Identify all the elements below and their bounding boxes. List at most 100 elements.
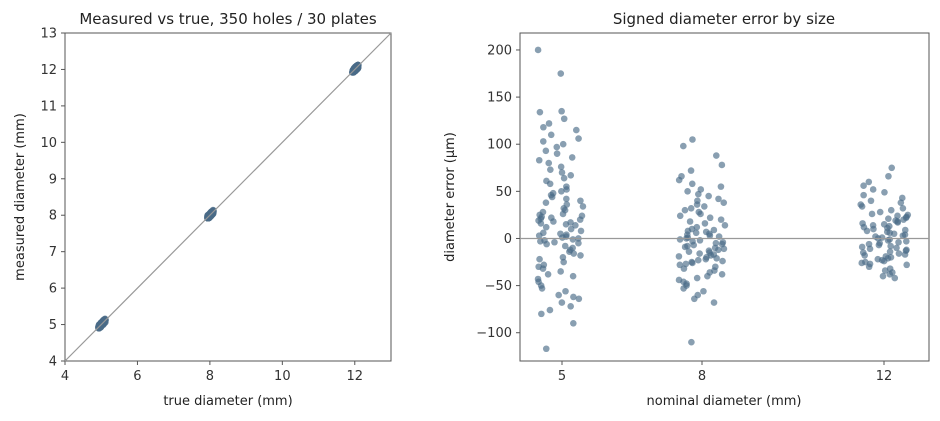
chart1-y-tick-label: 8 bbox=[49, 209, 57, 224]
chart2-point bbox=[686, 218, 694, 225]
chart2-point bbox=[540, 123, 547, 131]
chart2-y-label: diameter error (µm) bbox=[443, 132, 458, 262]
chart2-point bbox=[562, 221, 570, 228]
chart2-point bbox=[579, 203, 587, 210]
chart2-point bbox=[560, 115, 568, 123]
chart2-point bbox=[887, 206, 895, 214]
chart2-point bbox=[691, 295, 698, 303]
chart2-point bbox=[562, 287, 569, 295]
chart2-point bbox=[676, 236, 684, 243]
chart2-point bbox=[687, 167, 695, 174]
chart2-point bbox=[888, 164, 896, 172]
chart2-point bbox=[535, 232, 543, 239]
chart2-point bbox=[868, 210, 876, 218]
chart2-point bbox=[576, 216, 584, 223]
chart2-point bbox=[710, 299, 718, 306]
chart2-point bbox=[560, 174, 568, 182]
chart2-point bbox=[570, 293, 577, 301]
chart-measured-vs-true: Measured vs true, 350 holes / 30 plates … bbox=[13, 10, 392, 409]
chart2-point bbox=[858, 203, 866, 210]
chart2-point bbox=[692, 229, 700, 237]
chart2-point bbox=[890, 230, 898, 238]
chart2-point bbox=[715, 195, 722, 203]
chart2-point bbox=[858, 259, 866, 267]
chart2-point bbox=[867, 197, 875, 205]
chart2-point bbox=[713, 152, 720, 159]
chart2-point bbox=[559, 210, 567, 218]
chart2-point bbox=[555, 291, 562, 299]
chart1-y-ticks: 4 5 6 7 8 9 10 11 12 13 bbox=[40, 27, 65, 370]
chart2-point bbox=[675, 176, 683, 184]
chart2-point bbox=[567, 172, 575, 179]
chart2-points bbox=[534, 46, 912, 353]
chart2-point bbox=[897, 199, 905, 206]
chart2-point bbox=[538, 310, 545, 318]
chart2-point bbox=[688, 180, 696, 188]
chart2-point bbox=[680, 265, 688, 272]
chart2-point bbox=[547, 131, 555, 139]
chart2-point bbox=[902, 237, 910, 245]
chart1-y-tick-label: 13 bbox=[40, 27, 57, 42]
chart2-point bbox=[539, 265, 547, 272]
chart2-point bbox=[694, 256, 702, 264]
chart2-point bbox=[542, 147, 550, 155]
chart2-point bbox=[717, 183, 725, 190]
chart2-point bbox=[689, 259, 696, 267]
chart2-point bbox=[569, 272, 577, 280]
chart2-frame bbox=[519, 32, 930, 362]
chart2-point bbox=[700, 287, 707, 295]
chart2-point bbox=[718, 270, 726, 278]
chart2-point bbox=[567, 225, 575, 233]
chart2-point bbox=[715, 246, 722, 254]
chart2-point bbox=[697, 210, 704, 218]
chart2-point bbox=[546, 180, 554, 188]
chart1-point bbox=[354, 65, 362, 72]
chart2-point bbox=[558, 169, 566, 176]
chart2-point bbox=[858, 243, 866, 251]
chart1-x-tick-label: 6 bbox=[133, 369, 141, 384]
chart2-point bbox=[702, 255, 710, 263]
chart2-point bbox=[865, 263, 873, 271]
chart2-x-ticks: 5 8 12 bbox=[558, 361, 892, 384]
chart2-point bbox=[573, 126, 580, 134]
chart2-x-tick-label: 5 bbox=[558, 369, 566, 384]
chart2-point bbox=[870, 225, 877, 233]
chart2-point bbox=[575, 239, 582, 247]
chart2-point bbox=[561, 242, 569, 250]
chart2-point bbox=[886, 270, 894, 278]
chart2-point bbox=[886, 248, 894, 255]
chart1-identity-line bbox=[64, 32, 392, 362]
chart2-point bbox=[720, 245, 728, 253]
chart2-point bbox=[901, 251, 909, 258]
chart2-point bbox=[557, 70, 565, 77]
chart2-point bbox=[537, 237, 544, 245]
chart2-point bbox=[900, 216, 907, 223]
chart2-point bbox=[563, 186, 570, 193]
chart2-point bbox=[706, 214, 714, 222]
chart2-point bbox=[545, 159, 553, 167]
chart2-point bbox=[860, 191, 867, 199]
chart-signed-error: Signed diameter error by size 5 8 12 200 15… bbox=[443, 10, 930, 409]
chart2-point bbox=[544, 270, 552, 278]
chart2-point bbox=[687, 205, 695, 212]
chart2-point bbox=[570, 250, 578, 257]
chart2-point bbox=[553, 150, 561, 157]
chart1-y-tick-label: 4 bbox=[49, 355, 57, 370]
chart2-point bbox=[547, 166, 554, 173]
chart2-point bbox=[577, 197, 584, 205]
chart2-point bbox=[720, 199, 728, 206]
chart2-point bbox=[570, 319, 577, 327]
chart2-point bbox=[558, 188, 565, 195]
chart2-y-tick-label: 0 bbox=[504, 232, 512, 247]
chart2-point bbox=[575, 295, 583, 303]
chart2-point bbox=[881, 267, 889, 274]
chart2-point bbox=[701, 220, 709, 227]
chart1-title: Measured vs true, 350 holes / 30 plates bbox=[79, 10, 377, 28]
chart2-point bbox=[865, 178, 873, 186]
chart2-point bbox=[557, 268, 564, 275]
chart2-point bbox=[693, 274, 701, 282]
chart2-point bbox=[558, 299, 566, 306]
chart2-point bbox=[701, 203, 708, 210]
chart2-point bbox=[719, 257, 726, 265]
